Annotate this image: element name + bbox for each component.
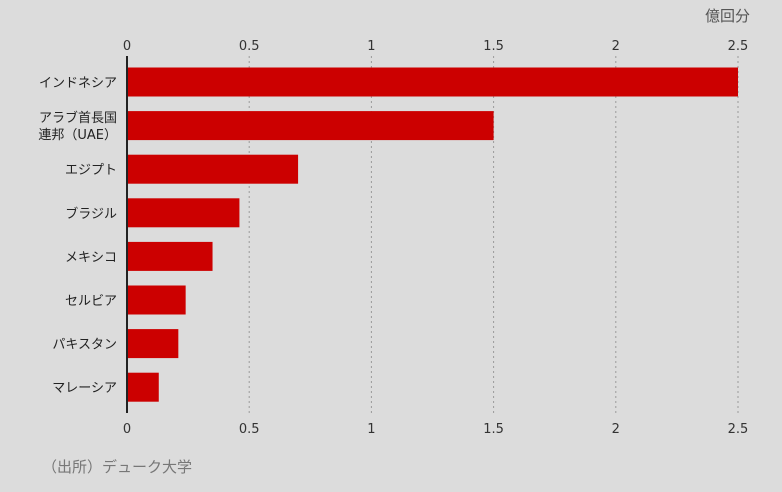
x-tick-label-top: 0 <box>123 39 131 54</box>
bar <box>127 372 159 402</box>
category-label: パキスタン <box>52 338 117 353</box>
x-tick-label-top: 1.5 <box>483 39 504 54</box>
bar <box>127 198 240 228</box>
x-tick-label-top: 2.5 <box>728 39 749 54</box>
x-tick-label-bottom: 0 <box>123 422 131 437</box>
category-label: メキシコ <box>65 250 117 265</box>
category-label-line: エジプト <box>65 163 117 178</box>
category-label: マレーシア <box>52 381 117 396</box>
x-tick-label-top: 1 <box>367 39 375 54</box>
source-label: （出所）デューク大学 <box>42 458 193 476</box>
bar <box>127 154 299 184</box>
category-label: セルビア <box>65 294 117 309</box>
x-tick-label-bottom: 2 <box>612 422 620 437</box>
category-label-line: ブラジル <box>65 206 117 222</box>
x-tick-label-top: 0.5 <box>239 39 260 54</box>
x-tick-label-bottom: 2.5 <box>728 422 749 437</box>
bar <box>127 111 494 141</box>
category-label: インドネシア <box>39 76 117 91</box>
x-tick-label-bottom: 1 <box>367 422 375 437</box>
category-label-line: セルビア <box>65 294 117 309</box>
category-label: エジプト <box>65 163 117 178</box>
x-tick-label-bottom: 0.5 <box>239 422 260 437</box>
category-label-line: メキシコ <box>65 250 117 265</box>
bar <box>127 329 179 359</box>
x-tick-label-bottom: 1.5 <box>483 422 504 437</box>
bar <box>127 285 186 315</box>
bar <box>127 241 213 271</box>
x-tick-label-top: 2 <box>612 39 620 54</box>
category-label: ブラジル <box>65 206 117 222</box>
category-label: アラブ首長国連邦（UAE） <box>38 110 117 143</box>
category-label-line: インドネシア <box>39 76 117 91</box>
bar <box>127 67 738 97</box>
unit-label: 億回分 <box>704 7 750 25</box>
category-label-line: マレーシア <box>52 381 117 396</box>
category-label-line: パキスタン <box>52 338 117 353</box>
category-label-line: 連邦（UAE） <box>38 128 117 143</box>
category-label-line: アラブ首長国 <box>39 110 117 126</box>
